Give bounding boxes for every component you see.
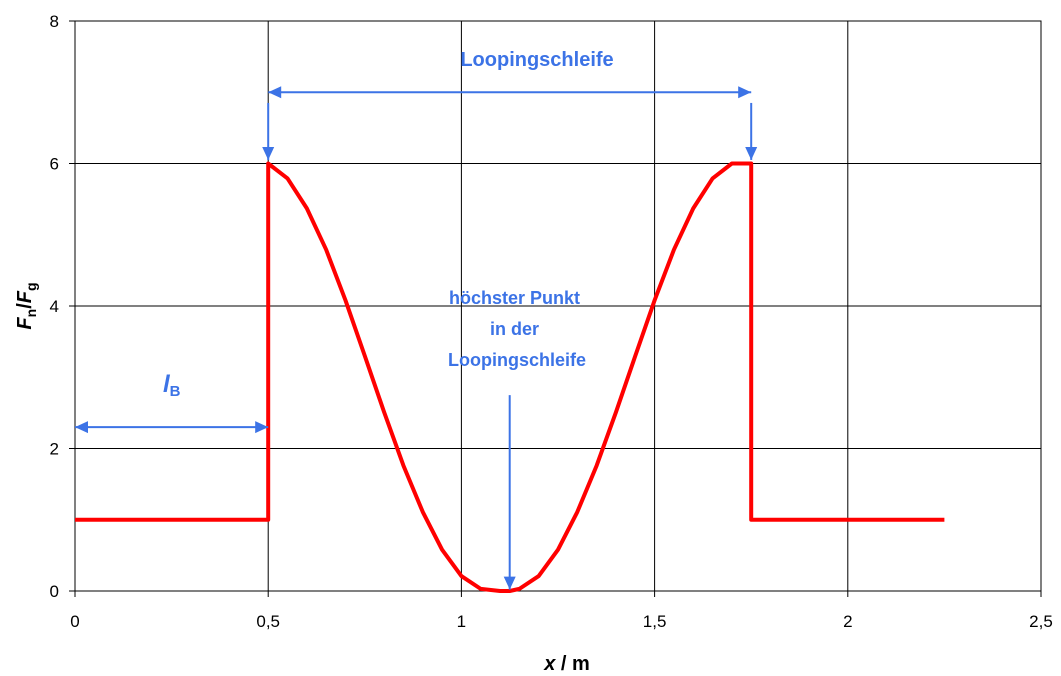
arrow-head [262,146,275,160]
y-axis-label-n: n [23,309,39,318]
y-tick-label: 4 [50,297,59,316]
y-axis-label: Fn/Fg [14,282,39,329]
arrow-head [75,421,88,434]
series-layer [75,161,945,593]
lb-label: lB [163,371,181,400]
x-tick-label: 1,5 [643,612,667,631]
y-axis-label-sep: / [14,303,36,309]
loop-label: Loopingschleife [460,49,613,71]
arrow-head [503,576,516,590]
x-tick-label: 1 [457,612,466,631]
y-tick-label: 8 [50,12,59,31]
x-tick-label: 2,5 [1029,612,1053,631]
series-line [75,161,945,593]
top-point-label-line-1: höchster Punkt [449,288,580,308]
top-point-label-line-2: in der [490,319,539,339]
x-axis-label-text: x [543,653,556,675]
lb-label-main: l [163,371,171,398]
top-point-label-line-3: Loopingschleife [448,350,586,370]
x-axis-label: x / m [543,653,590,675]
x-tick-label: 0,5 [256,612,280,631]
arrow-head [255,421,269,434]
arrow-head [738,86,752,99]
arrow-head [268,86,282,99]
y-tick-label: 2 [50,440,59,459]
arrow-head [745,146,758,160]
y-axis-label-g: g [23,282,39,291]
x-axis-label-unit: / m [561,653,590,675]
y-axis-label-f1: F [14,317,36,330]
annotation-arrows [75,86,758,590]
x-tick-label: 2 [843,612,852,631]
grid [75,21,1041,591]
y-tick-labels: 0 2 4 6 8 [50,12,75,601]
lb-label-sub: B [170,383,181,400]
y-tick-label: 0 [50,582,59,601]
x-tick-label: 0 [70,612,79,631]
top-point-label: höchster Punkt in der Loopingschleife [448,288,586,370]
x-tick-labels: 0 0,5 1 1,5 2 2,5 [70,591,1053,631]
y-tick-label: 6 [50,155,59,174]
y-axis-label-f2: F [14,290,36,303]
